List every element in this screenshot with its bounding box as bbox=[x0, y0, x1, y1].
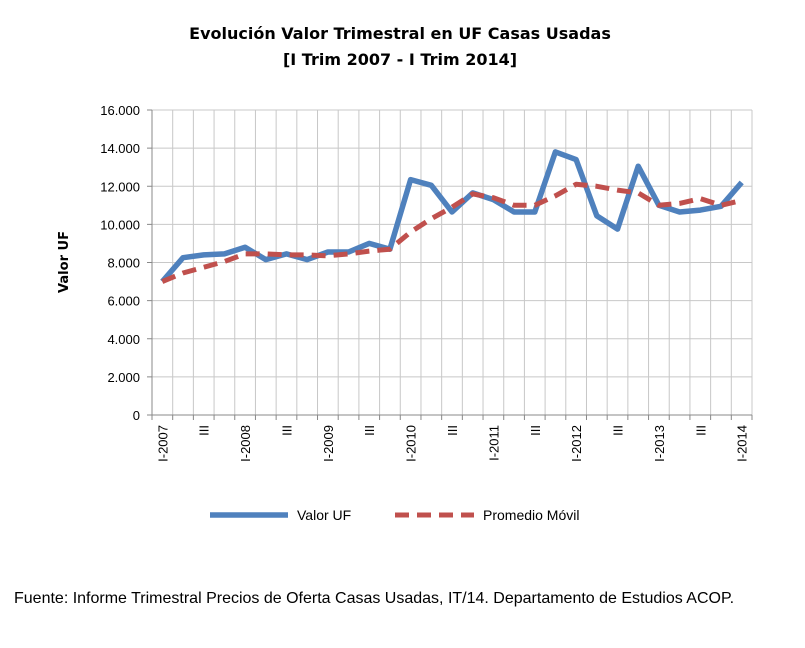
y-tick-label: 2.000 bbox=[107, 370, 140, 385]
series-line-promedio-movil bbox=[161, 181, 743, 284]
x-tick-label: I-2013 bbox=[652, 425, 667, 462]
x-tick-label: I-2007 bbox=[155, 425, 170, 462]
x-tick-label: I-2008 bbox=[238, 425, 253, 462]
x-tick-label: I-2010 bbox=[404, 425, 419, 462]
x-tick-label: III bbox=[362, 425, 377, 436]
chart-subtitle: [I Trim 2007 - I Trim 2014] bbox=[283, 50, 517, 69]
y-axis-title: Valor UF bbox=[57, 231, 72, 293]
y-tick-label: 6.000 bbox=[107, 294, 140, 309]
grid bbox=[151, 109, 753, 416]
y-tick-labels: 0 2.000 4.000 6.000 8.000 10.000 12.000 14.000 1… bbox=[100, 103, 140, 423]
x-tick-labels: I-2007 III I-2008 III I-2009 III I-2010 III I-20… bbox=[155, 425, 749, 462]
source-note: Fuente: Informe Trimestral Precios de Of… bbox=[14, 590, 735, 607]
x-tick-label: III bbox=[279, 425, 294, 436]
legend-label-valor-uf: Valor UF bbox=[297, 507, 351, 523]
y-tick-label: 0 bbox=[133, 408, 140, 423]
x-tick-label: I-2009 bbox=[321, 425, 336, 462]
y-tick-label: 14.000 bbox=[100, 141, 140, 156]
y-tick-label: 16.000 bbox=[100, 103, 140, 118]
x-tick-label: III bbox=[611, 425, 626, 436]
series-lines bbox=[160, 149, 744, 284]
x-tick-label: III bbox=[693, 425, 708, 436]
x-tick-label: I-2011 bbox=[486, 425, 501, 461]
chart: Evolución Valor Trimestral en UF Casas U… bbox=[57, 24, 753, 523]
x-tick-label: III bbox=[445, 425, 460, 436]
chart-title: Evolución Valor Trimestral en UF Casas U… bbox=[189, 24, 611, 43]
legend: Valor UF Promedio Móvil bbox=[210, 507, 579, 523]
x-tick-label: I-2014 bbox=[735, 425, 750, 462]
y-tick-label: 12.000 bbox=[100, 179, 140, 194]
x-tick-label: I-2012 bbox=[569, 425, 584, 462]
x-tick-label: III bbox=[197, 425, 212, 436]
legend-label-promedio-movil: Promedio Móvil bbox=[483, 507, 579, 523]
y-tick-label: 4.000 bbox=[107, 332, 140, 347]
axes bbox=[147, 109, 753, 420]
y-tick-label: 10.000 bbox=[100, 217, 140, 232]
y-tick-label: 8.000 bbox=[107, 256, 140, 271]
x-tick-label: III bbox=[528, 425, 543, 436]
